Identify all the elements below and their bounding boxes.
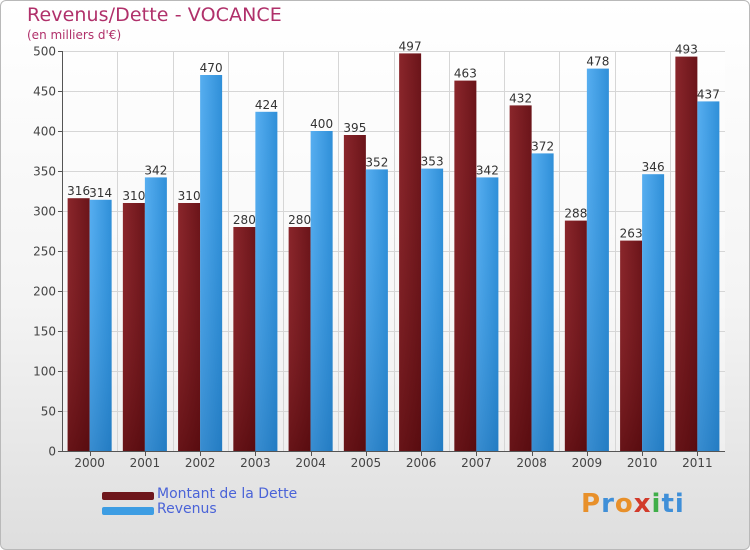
bar-shade-revenus-2008 bbox=[531, 153, 554, 451]
y-tick-label-350: 350 bbox=[33, 165, 56, 179]
data-label-debt-2003: 280 bbox=[233, 213, 256, 227]
data-label-revenus-2004: 400 bbox=[310, 117, 333, 131]
data-label-revenus-2007: 342 bbox=[476, 163, 499, 177]
bar-shade-revenus-2010 bbox=[642, 174, 665, 451]
legend-label-debt: Montant de la Dette bbox=[157, 486, 298, 502]
bar-shade-revenus-2000 bbox=[89, 199, 112, 451]
bar-shade-debt-2003 bbox=[233, 227, 256, 451]
grid-lines bbox=[62, 51, 725, 452]
bar-shade-revenus-2007 bbox=[476, 177, 499, 451]
x-tick-label-2009: 2009 bbox=[572, 456, 603, 470]
x-tick-label-2008: 2008 bbox=[516, 456, 547, 470]
x-tick-label-2003: 2003 bbox=[240, 456, 271, 470]
bar-shade-revenus-2001 bbox=[144, 177, 167, 451]
bar-shade-revenus-2006 bbox=[421, 168, 444, 451]
bar-shade-revenus-2011 bbox=[697, 101, 720, 452]
legend-label-revenus: Revenus bbox=[157, 501, 217, 517]
data-label-revenus-2008: 372 bbox=[531, 139, 554, 153]
y-tick-label-200: 200 bbox=[33, 285, 56, 299]
bar-shade-debt-2009 bbox=[564, 220, 587, 451]
data-label-revenus-2001: 342 bbox=[144, 163, 167, 177]
data-label-revenus-2005: 352 bbox=[365, 155, 388, 169]
bar-shade-debt-2004 bbox=[288, 227, 311, 451]
data-label-debt-2009: 288 bbox=[564, 207, 587, 221]
y-tick-label-250: 250 bbox=[33, 245, 56, 259]
y-tick-label-100: 100 bbox=[33, 365, 56, 379]
legend-swatch-revenus bbox=[102, 507, 154, 515]
bar-shade-revenus-2004 bbox=[310, 131, 333, 451]
y-tick-label-50: 50 bbox=[41, 405, 56, 419]
chart-subtitle: (en milliers d'€) bbox=[27, 28, 122, 42]
proxiti-logo: Proxiti bbox=[581, 489, 685, 519]
y-tick-label-0: 0 bbox=[48, 445, 56, 459]
x-tick-label-2002: 2002 bbox=[185, 456, 216, 470]
bar-shade-revenus-2003 bbox=[255, 111, 278, 452]
bar-shade-debt-2001 bbox=[122, 203, 145, 451]
bar-shade-revenus-2005 bbox=[365, 169, 388, 451]
bar-shade-debt-2011 bbox=[675, 56, 698, 451]
chart-title: Revenus/Dette - VOCANCE bbox=[27, 4, 282, 26]
bar-shade-debt-2008 bbox=[509, 105, 532, 452]
data-label-debt-2001: 310 bbox=[122, 189, 145, 203]
data-label-revenus-2011: 437 bbox=[697, 87, 720, 101]
y-tick-label-300: 300 bbox=[33, 205, 56, 219]
x-tick-label-2005: 2005 bbox=[351, 456, 382, 470]
data-label-revenus-2006: 353 bbox=[421, 155, 444, 169]
data-label-revenus-2009: 478 bbox=[586, 55, 609, 69]
data-label-revenus-2000: 314 bbox=[89, 186, 112, 200]
data-label-debt-2007: 463 bbox=[454, 67, 477, 81]
data-label-revenus-2002: 470 bbox=[200, 61, 223, 75]
data-label-debt-2004: 280 bbox=[288, 213, 311, 227]
y-tick-label-150: 150 bbox=[33, 325, 56, 339]
x-tick-label-2000: 2000 bbox=[74, 456, 105, 470]
data-label-debt-2011: 493 bbox=[675, 43, 698, 57]
data-label-debt-2005: 395 bbox=[343, 121, 366, 135]
y-tick-label-500: 500 bbox=[33, 45, 56, 59]
x-tick-label-2004: 2004 bbox=[295, 456, 326, 470]
bar-shade-debt-2000 bbox=[67, 198, 90, 451]
data-label-debt-2008: 432 bbox=[509, 91, 532, 105]
x-tick-label-2007: 2007 bbox=[461, 456, 492, 470]
x-tick-label-2001: 2001 bbox=[130, 456, 161, 470]
x-tick-label-2010: 2010 bbox=[627, 456, 658, 470]
bars bbox=[67, 53, 720, 452]
bar-shade-debt-2006 bbox=[399, 53, 422, 452]
y-tick-label-450: 450 bbox=[33, 85, 56, 99]
bar-shade-debt-2010 bbox=[620, 240, 643, 451]
bar-shade-debt-2002 bbox=[178, 203, 201, 451]
data-label-revenus-2010: 346 bbox=[642, 160, 665, 174]
bar-shade-revenus-2002 bbox=[200, 75, 223, 451]
legend-swatch-debt bbox=[102, 492, 154, 500]
bar-shade-debt-2007 bbox=[454, 80, 477, 451]
data-label-debt-2002: 310 bbox=[178, 189, 201, 203]
y-tick-label-400: 400 bbox=[33, 125, 56, 139]
x-tick-label-2011: 2011 bbox=[682, 456, 713, 470]
bar-shade-debt-2005 bbox=[343, 135, 366, 451]
data-label-debt-2000: 316 bbox=[67, 184, 90, 198]
data-labels: 316 314 310 342 310 470 280 424 280 400 395 352 497 3… bbox=[67, 39, 720, 240]
x-tick-label-2006: 2006 bbox=[406, 456, 437, 470]
bar-shade-revenus-2009 bbox=[586, 68, 609, 451]
data-label-debt-2010: 263 bbox=[620, 227, 643, 241]
data-label-debt-2006: 497 bbox=[399, 39, 422, 53]
data-label-revenus-2003: 424 bbox=[255, 98, 278, 112]
axes: 0 50 100 150 200 250 300 350 400 450 500 2000 2001 20… bbox=[33, 45, 725, 470]
